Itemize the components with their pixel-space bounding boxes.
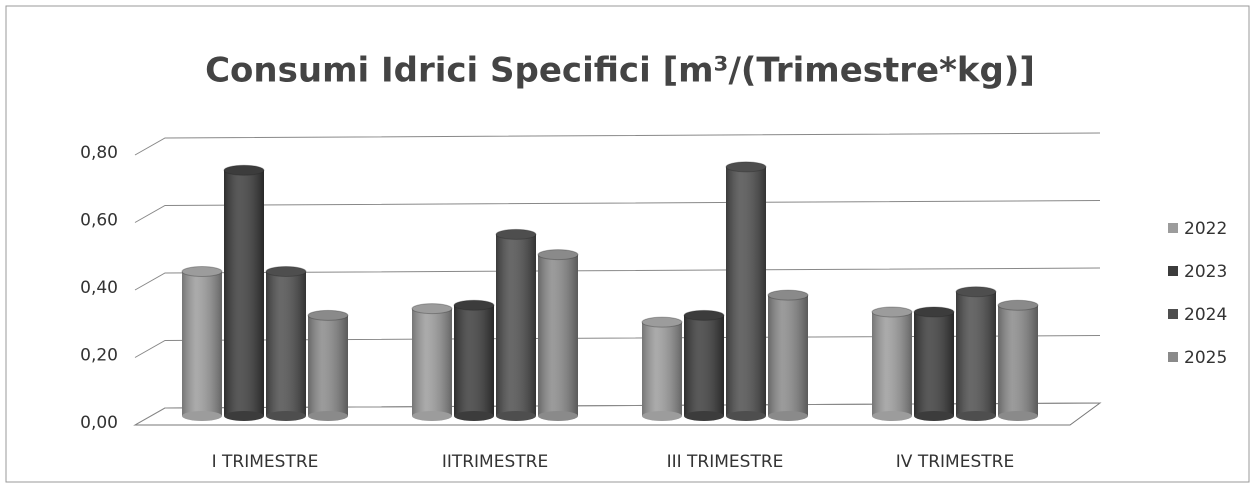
y-tick-label: 0,20 [80, 346, 118, 366]
bar-cap [725, 161, 767, 173]
bar-cap [307, 309, 349, 321]
bar-base [454, 411, 494, 421]
x-tick-label: IV TRIMESTRE [896, 452, 1014, 472]
bar-cap [641, 316, 683, 328]
bar-shade [872, 312, 912, 416]
bar-shade [182, 271, 222, 416]
bar-shade [684, 315, 724, 416]
bar-shade [956, 291, 996, 416]
bar-shade [496, 234, 536, 416]
bar-shade [454, 305, 494, 416]
y-tick-label: 0,00 [80, 413, 118, 433]
legend-label: 2023 [1184, 262, 1227, 282]
x-tick-label: I TRIMESTRE [212, 452, 319, 472]
x-tick-label: IITRIMESTRE [442, 452, 548, 472]
bar-cap [411, 303, 453, 315]
bar-cap [913, 306, 955, 318]
legend-label: 2024 [1184, 305, 1227, 325]
bar-shade [768, 295, 808, 416]
bar-cap [767, 289, 809, 301]
grid-line [134, 132, 1101, 156]
legend-label: 2025 [1184, 348, 1227, 368]
legend-label: 2022 [1184, 219, 1227, 239]
bar-base [182, 411, 222, 421]
bar-cap [223, 164, 265, 176]
bar-shade [538, 254, 578, 416]
y-tick-label: 0,80 [80, 143, 118, 163]
chart-title: Consumi Idrici Specifici [m³/(Trimestre*… [205, 51, 1035, 91]
bar-base [726, 411, 766, 421]
bar-base [914, 411, 954, 421]
bar-base [956, 411, 996, 421]
bar-base [684, 411, 724, 421]
bar-shade [224, 170, 264, 416]
grid-line [134, 200, 1101, 223]
bar-shade [308, 315, 348, 416]
bar-shade [412, 308, 452, 416]
bar-base [266, 411, 306, 421]
bar-cap [495, 228, 537, 240]
bar-base [412, 411, 452, 421]
bar-cap [453, 299, 495, 311]
bar-base [768, 411, 808, 421]
bar-base [224, 411, 264, 421]
bar-shade [726, 166, 766, 416]
bar-base [998, 411, 1038, 421]
bar-cap [683, 309, 725, 321]
y-tick-label: 0,60 [80, 211, 118, 231]
bar-base [308, 411, 348, 421]
bar-cap [537, 249, 579, 261]
bar-base [872, 411, 912, 421]
y-tick-label: 0,40 [80, 278, 118, 298]
bar-cap [997, 299, 1039, 311]
bar-shade [266, 271, 306, 416]
bar-cap [181, 266, 223, 277]
bar-shade [998, 305, 1038, 416]
bar-shade [642, 322, 682, 416]
x-tick-label: III TRIMESTRE [667, 452, 784, 472]
legend-swatch [1168, 309, 1178, 319]
legend-swatch [1168, 266, 1178, 276]
grid-line [134, 267, 1101, 291]
bar-cap [265, 266, 307, 277]
legend-swatch [1168, 223, 1178, 233]
bar-cap [871, 306, 913, 318]
legend-swatch [1168, 352, 1178, 362]
bar-shade [914, 312, 954, 416]
bar-base [538, 411, 578, 421]
bar-base [496, 411, 536, 421]
bar-cap [955, 286, 997, 298]
bar-base [642, 411, 682, 421]
